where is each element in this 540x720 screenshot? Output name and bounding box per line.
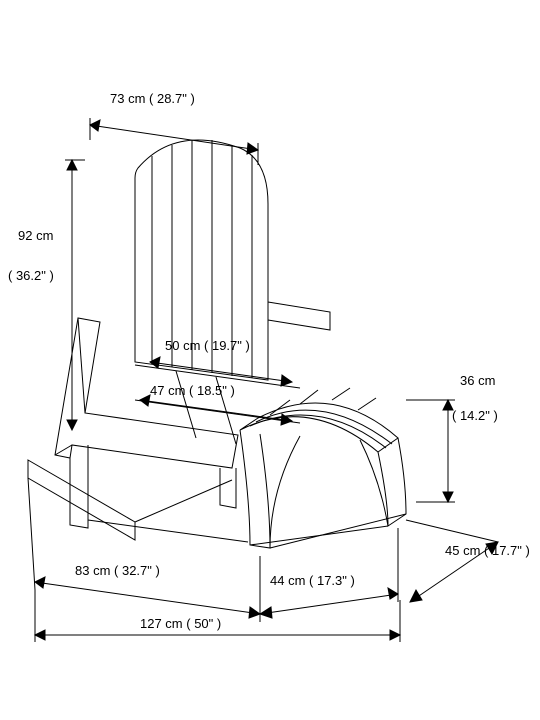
dim-chair-depth-in: ( 32.7" ) (114, 563, 160, 578)
dim-back-height-cm: 92 cm (18, 228, 53, 243)
dim-seat-outer-in: ( 18.5" ) (189, 383, 235, 398)
dim-back-height-in: ( 36.2" ) (8, 268, 54, 283)
dim-total-depth-in: ( 50" ) (186, 616, 221, 631)
svg-text:127 cm ( 50" ): 127 cm ( 50" ) (140, 616, 221, 631)
dim-top-width-in: ( 28.7" ) (149, 91, 195, 106)
dim-seat-inner-cm: 50 cm (165, 338, 200, 353)
dim-seat-inner-in: ( 19.7" ) (204, 338, 250, 353)
svg-text:50 cm ( 19.7" ): 50 cm ( 19.7" ) (165, 338, 250, 353)
dim-ottoman-depth-in: ( 17.3" ) (309, 573, 355, 588)
dim-chair-depth-cm: 83 cm (75, 563, 110, 578)
svg-text:45 cm ( 17.7" ): 45 cm ( 17.7" ) (445, 543, 530, 558)
svg-text:47 cm ( 18.5" ): 47 cm ( 18.5" ) (150, 383, 235, 398)
dim-ottoman-height-in: ( 14.2" ) (452, 408, 498, 423)
dim-ottoman-width-in: ( 17.7" ) (484, 543, 530, 558)
svg-text:73 cm ( 28.7" ): 73 cm ( 28.7" ) (110, 91, 195, 106)
dim-ottoman-depth-cm: 44 cm (270, 573, 305, 588)
dim-total-depth-cm: 127 cm (140, 616, 183, 631)
svg-text:44 cm ( 17.3" ): 44 cm ( 17.3" ) (270, 573, 355, 588)
dim-top-width-cm: 73 cm (110, 91, 145, 106)
svg-text:83 cm ( 32.7" ): 83 cm ( 32.7" ) (75, 563, 160, 578)
dim-ottoman-height-cm: 36 cm (460, 373, 495, 388)
dim-seat-outer-cm: 47 cm (150, 383, 185, 398)
dim-ottoman-width-cm: 45 cm (445, 543, 480, 558)
